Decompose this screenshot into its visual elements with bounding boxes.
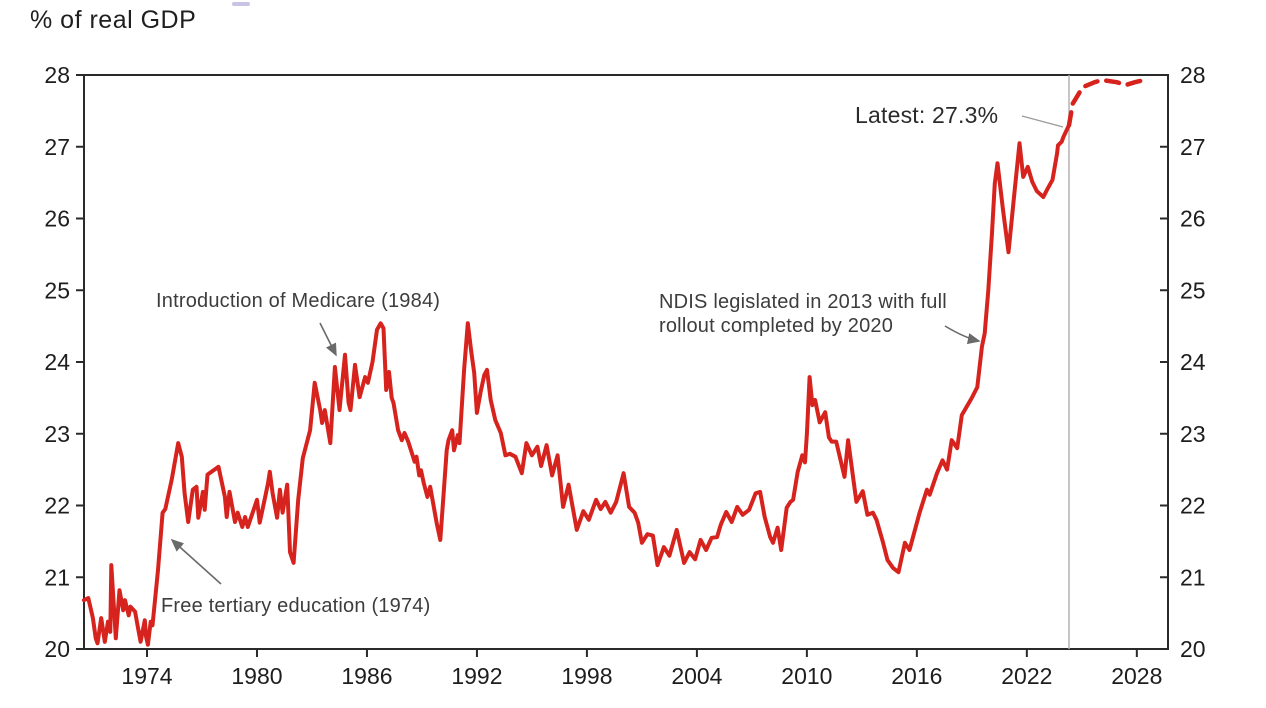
svg-text:26: 26: [44, 206, 70, 232]
medicare-arrow: [319, 322, 337, 357]
data-series-lines: [81, 77, 1147, 647]
svg-text:2016: 2016: [891, 663, 942, 689]
svg-text:27: 27: [44, 134, 70, 160]
ndis-arrow: [944, 325, 981, 345]
svg-text:23: 23: [1180, 421, 1206, 447]
free-tertiary-arrow: [170, 538, 222, 585]
svg-text:20: 20: [1180, 636, 1206, 662]
svg-text:1974: 1974: [121, 663, 172, 689]
svg-text:22: 22: [1180, 493, 1206, 519]
svg-text:26: 26: [1180, 206, 1206, 232]
annotation-ndis: NDIS legislated in 2013 with full rollou…: [659, 291, 947, 337]
svg-text:25: 25: [44, 277, 70, 303]
cursor-artifact: [232, 2, 250, 6]
svg-text:2004: 2004: [671, 663, 722, 689]
svg-text:28: 28: [1180, 62, 1206, 88]
axis-ticks: [76, 74, 1168, 657]
svg-text:22: 22: [44, 493, 70, 519]
latest-callout-line: [1021, 115, 1064, 128]
svg-text:24: 24: [44, 349, 70, 375]
plot-frame: [83, 74, 1169, 650]
axis-tick-labels: 20 20 21 21 22 22 23 23 24 24 25 25 26 26 27 27 28 28 1974…: [44, 62, 1205, 689]
svg-text:25: 25: [1180, 277, 1206, 303]
svg-text:21: 21: [1180, 564, 1206, 590]
svg-text:27: 27: [1180, 134, 1206, 160]
annotation-free-tertiary: Free tertiary education (1974): [161, 595, 431, 617]
svg-text:1998: 1998: [561, 663, 612, 689]
svg-text:1980: 1980: [231, 663, 282, 689]
annotation-medicare: Introduction of Medicare (1984): [156, 290, 441, 312]
svg-text:20: 20: [44, 636, 70, 662]
svg-text:1992: 1992: [451, 663, 502, 689]
chart-title: % of real GDP: [30, 6, 197, 34]
svg-text:23: 23: [44, 421, 70, 447]
svg-text:1986: 1986: [341, 663, 392, 689]
svg-text:21: 21: [44, 564, 70, 590]
svg-text:2022: 2022: [1001, 663, 1052, 689]
svg-text:28: 28: [44, 62, 70, 88]
svg-text:2028: 2028: [1111, 663, 1162, 689]
svg-text:2010: 2010: [781, 663, 832, 689]
annotation-pointers: [170, 115, 1064, 585]
svg-text:24: 24: [1180, 349, 1206, 375]
annotation-latest: Latest: 27.3%: [855, 102, 999, 128]
